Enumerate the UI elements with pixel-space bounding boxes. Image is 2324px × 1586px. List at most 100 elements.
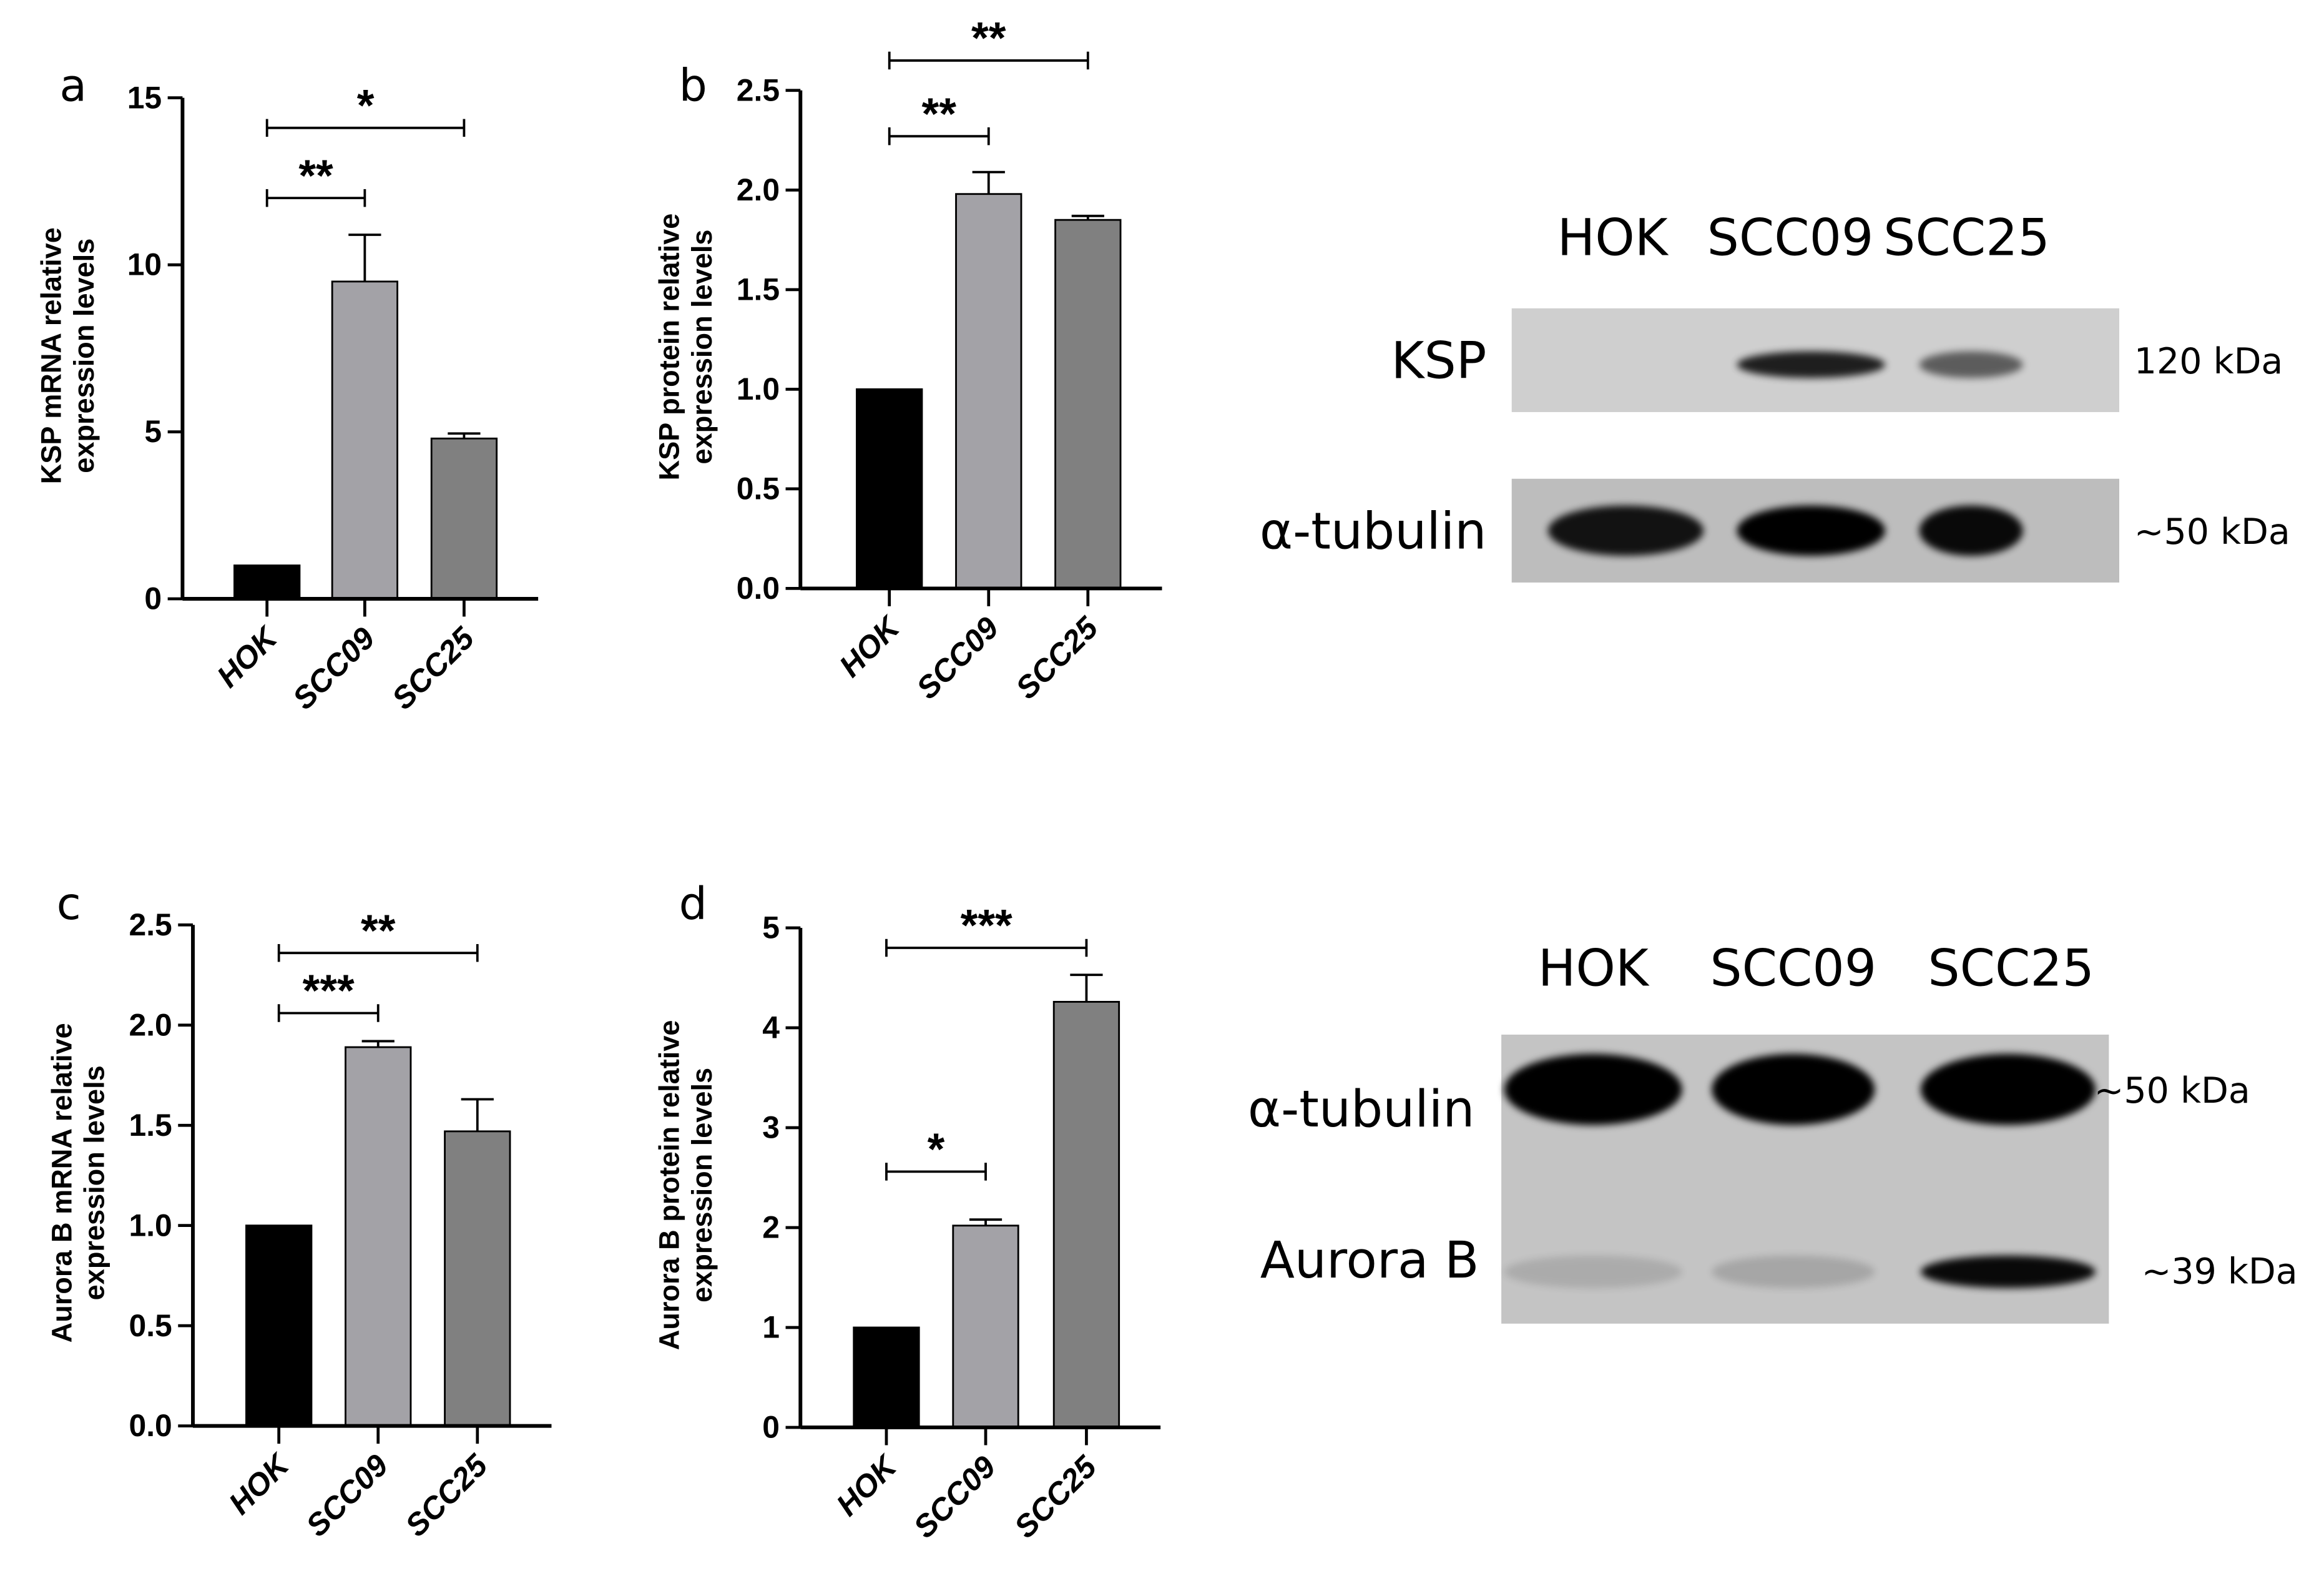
panel-label: c (57, 878, 81, 930)
significance-label: *** (961, 901, 1012, 950)
chart-panel-d: d HOK SCC09 SCC25 0 1 2 3 4 5 Aurora B protein rel… (654, 878, 1161, 1545)
bar-HOK (853, 1326, 920, 1429)
bar-SCC09 (952, 1224, 1019, 1429)
y-tick-label: 0 (144, 581, 162, 616)
bar-SCC25 (1052, 1000, 1120, 1429)
x-tick-label: HOK (833, 608, 908, 684)
panel-label: b (679, 59, 707, 111)
chart-panel-b: b HOK SCC09 SCC25 0.0 0.5 1.0 1.5 2.0 2.5 KSP prot… (654, 14, 1162, 706)
y-axis-label: Aurora B mRNA relative (46, 1023, 77, 1342)
bar-SCC09 (955, 193, 1022, 589)
molecular-weight-label: ~39 kDa (2142, 1251, 2298, 1293)
y-tick-label: 2.0 (129, 1007, 172, 1042)
y-tick-label: 0.5 (737, 471, 780, 506)
lane-label: HOK (1557, 209, 1669, 267)
y-tick-label: 0.0 (129, 1408, 172, 1443)
row-label: α-tubulin (1260, 502, 1486, 561)
y-tick-label: 5 (144, 414, 162, 449)
significance-label: *** (303, 967, 355, 1016)
lane-label: SCC25 (1928, 940, 2094, 998)
protein-band (1919, 505, 2023, 556)
protein-band (1712, 1053, 1875, 1125)
chart-panel-c: c HOK SCC09 SCC25 0.0 0.5 1.0 1.5 2.0 2.5 Aurora B… (46, 878, 552, 1543)
bar-SCC25 (430, 437, 498, 600)
row-label: Aurora B (1260, 1231, 1479, 1290)
protein-band (1504, 1053, 1682, 1125)
x-tick-label: SCC09 (907, 1449, 1003, 1544)
significance-label: ** (971, 14, 1006, 63)
y-tick-label: 10 (127, 247, 162, 282)
significance-label: * (357, 81, 375, 131)
bar-SCC09 (331, 280, 399, 600)
y-tick-label: 3 (762, 1110, 780, 1145)
x-tick-label: SCC09 (909, 610, 1005, 706)
x-tick-label: HOK (210, 619, 286, 694)
panel-label: d (679, 878, 707, 930)
y-tick-label: 1.5 (129, 1108, 172, 1143)
bar-HOK (245, 1224, 313, 1427)
bar-SCC25 (1054, 219, 1122, 589)
y-tick-label: 1 (762, 1310, 780, 1345)
y-tick-label: 0.5 (129, 1308, 172, 1343)
row-label: α-tubulin (1248, 1080, 1474, 1139)
blot-panel-1: HOK SCC09 SCC25 KSP 120 kDa α-tubulin ~50 kDa (1260, 209, 2290, 583)
x-tick-label: SCC25 (1008, 1449, 1104, 1545)
significance-label: ** (361, 906, 396, 955)
x-tick-label: HOK (222, 1446, 298, 1521)
protein-band (1920, 1053, 2096, 1125)
y-axis-label: KSP mRNA relative (36, 227, 67, 484)
protein-band (1737, 505, 1885, 556)
y-axis-label: expression levels (686, 1068, 718, 1303)
bar-HOK (856, 388, 923, 589)
panel-label: a (59, 59, 87, 111)
y-tick-label: 15 (127, 80, 162, 115)
y-tick-label: 2.5 (129, 907, 172, 942)
y-tick-label: 1.5 (737, 272, 780, 307)
significance-label: ** (922, 89, 957, 139)
protein-band (1737, 351, 1885, 378)
y-tick-label: 0.0 (737, 571, 780, 606)
molecular-weight-label: ~50 kDa (2134, 511, 2290, 553)
lane-label: SCC09 (1707, 209, 1874, 267)
y-axis-label: expression levels (79, 1065, 110, 1300)
significance-label: ** (298, 151, 333, 200)
y-axis-label: Aurora B protein relative (654, 1020, 685, 1351)
protein-band (1712, 1255, 1875, 1288)
x-tick-label: SCC09 (299, 1447, 395, 1543)
y-tick-label: 2.5 (737, 72, 780, 107)
x-tick-label: SCC25 (385, 620, 481, 716)
y-tick-label: 2 (762, 1210, 780, 1245)
protein-band (1919, 351, 2023, 378)
blot-panel-2: HOK SCC09 SCC25 α-tubulin ~50 kDa Aurora B ~39… (1248, 940, 2298, 1324)
y-tick-label: 0 (762, 1410, 780, 1445)
protein-band (1547, 505, 1704, 556)
y-axis-label: expression levels (686, 229, 718, 464)
x-tick-label: SCC09 (286, 620, 381, 716)
y-axis-label: KSP protein relative (654, 214, 685, 481)
molecular-weight-label: ~50 kDa (2094, 1070, 2250, 1111)
x-tick-label: HOK (830, 1447, 905, 1523)
lane-label: HOK (1538, 940, 1650, 998)
y-tick-label: 1.0 (129, 1208, 172, 1243)
y-tick-label: 4 (762, 1010, 780, 1045)
y-tick-label: 2.0 (737, 172, 780, 207)
lane-label: SCC25 (1883, 209, 2050, 267)
significance-label: * (928, 1125, 945, 1175)
protein-band (1504, 1255, 1682, 1288)
lane-label: SCC09 (1710, 940, 1876, 998)
bar-SCC09 (345, 1046, 412, 1427)
y-tick-label: 1.0 (737, 372, 780, 406)
row-label: KSP (1391, 332, 1487, 390)
y-axis-label: expression levels (68, 239, 100, 473)
y-tick-label: 5 (762, 910, 780, 945)
protein-band (1920, 1255, 2096, 1288)
x-tick-label: SCC25 (1009, 609, 1105, 706)
bar-HOK (233, 564, 301, 600)
bar-SCC25 (444, 1130, 511, 1427)
molecular-weight-label: 120 kDa (2134, 341, 2283, 382)
chart-panel-a: a HOK SCC09 SCC25 0 5 10 15 KSP mRNA relative exp… (36, 59, 539, 716)
x-tick-label: SCC25 (398, 1447, 494, 1543)
